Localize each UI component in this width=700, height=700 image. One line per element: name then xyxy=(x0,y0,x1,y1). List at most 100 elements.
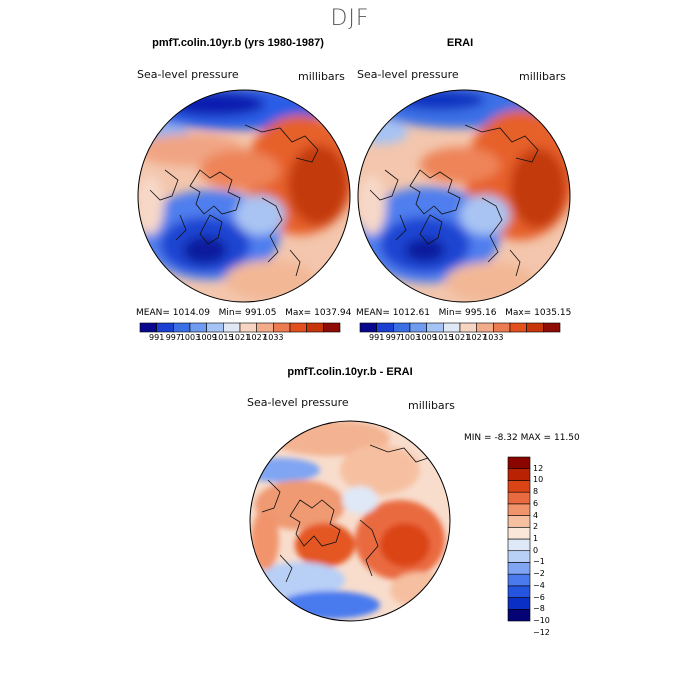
diff-colorbar xyxy=(507,456,531,622)
diff-map-border xyxy=(249,420,451,622)
model-colorbar-swatch xyxy=(156,322,174,333)
model-mean-label: MEAN= xyxy=(136,308,170,318)
diff-colorbar-tick-label: −6 xyxy=(533,592,545,602)
diff-colorbar-tick-label: −8 xyxy=(533,604,545,614)
model-colorbar-swatch xyxy=(289,322,307,333)
obs-max-label: Max= xyxy=(505,308,532,318)
model-colorbar-swatch xyxy=(223,322,241,333)
diff-colorbar-tick-label: 2 xyxy=(533,522,539,532)
model-variable-label: Sea-level pressure xyxy=(137,68,239,81)
model-min-value: 991.05 xyxy=(244,308,277,318)
diff-colorbar-tick-label: 6 xyxy=(533,498,539,508)
diff-colorbar-tick-label: −1 xyxy=(533,557,545,567)
model-mean-value: 1014.09 xyxy=(172,308,210,318)
diff-colorbar-tick-label: 8 xyxy=(533,487,539,497)
obs-map-border xyxy=(357,89,571,303)
model-panel-title: pmfT.colin.10yr.b (yrs 1980-1987) xyxy=(152,37,324,49)
model-units-label: millibars xyxy=(298,70,345,83)
diff-stats: MIN = -8.32 MAX = 11.50 xyxy=(464,433,580,443)
diff-colorbar-tick-label: 12 xyxy=(533,463,544,473)
obs-colorbar-tick-label: 991 xyxy=(369,333,385,342)
diff-colorbar-tick-label: −10 xyxy=(533,616,550,625)
diff-colorbar-tick-label: 4 xyxy=(533,510,539,520)
obs-colorbar-swatch xyxy=(476,322,494,333)
model-colorbar-tick-label: 1021 xyxy=(229,333,251,342)
model-colorbar-swatch xyxy=(206,322,224,333)
obs-colorbar-tick-label: 1021 xyxy=(449,333,471,342)
diff-colorbar-swatch xyxy=(507,608,531,622)
model-colorbar-tick-label: 1033 xyxy=(263,333,284,342)
obs-colorbar-swatch xyxy=(543,322,561,333)
obs-colorbar-swatch xyxy=(426,322,444,333)
model-colorbar-tick-label: 997 xyxy=(165,333,181,342)
diff-min-value: -8.32 xyxy=(494,433,518,443)
obs-colorbar-swatch xyxy=(359,322,377,333)
model-min-label: Min= xyxy=(218,308,243,318)
obs-mean-value: 1012.61 xyxy=(392,308,430,318)
obs-map xyxy=(358,90,570,302)
diff-colorbar-swatch xyxy=(507,515,531,528)
obs-colorbar-tick-label: 1015 xyxy=(433,333,454,342)
obs-colorbar-swatch xyxy=(526,322,544,333)
diff-colorbar-swatch xyxy=(507,480,531,493)
diff-colorbar-swatch xyxy=(507,491,531,505)
model-colorbar-tick-label: 991 xyxy=(149,333,165,342)
obs-colorbar-tick-label: 997 xyxy=(385,333,401,342)
diff-colorbar-tick-label: −12 xyxy=(533,627,550,637)
model-colorbar-tick-label: 1015 xyxy=(213,333,234,342)
obs-colorbar-tick-label: 1033 xyxy=(483,333,504,342)
obs-colorbar-swatch xyxy=(409,322,427,333)
model-max-label: Max= xyxy=(285,308,312,318)
diff-colorbar-swatch xyxy=(507,585,531,598)
diff-colorbar-swatch xyxy=(507,503,531,516)
model-colorbar-tick-label: 1003 xyxy=(179,333,201,342)
diff-units-label: millibars xyxy=(408,399,455,412)
obs-min-value: 995.16 xyxy=(464,308,497,318)
model-map-border xyxy=(137,89,351,303)
model-colorbar-swatch xyxy=(189,322,207,333)
model-stats: MEAN= 1014.09 Min= 991.05 Max= 1037.94 xyxy=(136,308,351,318)
diff-min-label: MIN = xyxy=(464,433,492,443)
obs-colorbar-swatch xyxy=(493,322,511,333)
model-max-value: 1037.94 xyxy=(314,308,352,318)
diff-colorbar-swatch xyxy=(507,468,531,481)
model-colorbar-swatch xyxy=(306,322,324,333)
diff-colorbar-swatch xyxy=(507,573,531,587)
obs-colorbar-tick-label: 1027 xyxy=(466,333,487,342)
obs-colorbar-swatch xyxy=(443,322,461,333)
model-colorbar-tick-label: 1027 xyxy=(246,333,267,342)
diff-colorbar-swatch xyxy=(507,456,531,470)
diff-map xyxy=(250,421,450,621)
model-colorbar-swatch xyxy=(323,322,341,333)
obs-colorbar-tick-label: 1003 xyxy=(399,333,421,342)
model-colorbar-swatch xyxy=(256,322,274,333)
obs-units-label: millibars xyxy=(519,70,566,83)
obs-colorbar xyxy=(359,322,561,333)
diff-colorbar-tick-label: 0 xyxy=(533,545,539,555)
diff-colorbar-tick-label: −4 xyxy=(533,580,545,590)
model-colorbar-tick-label: 1009 xyxy=(196,333,217,342)
obs-variable-label: Sea-level pressure xyxy=(357,68,459,81)
diff-colorbar-swatch xyxy=(507,550,531,563)
obs-colorbar-swatch xyxy=(393,322,411,333)
diff-colorbar-tick-label: 10 xyxy=(533,475,544,485)
diff-colorbar-swatch xyxy=(507,597,531,610)
model-colorbar-swatch xyxy=(173,322,191,333)
diff-max-label: MAX = xyxy=(520,433,552,443)
diff-colorbar-tick-label: 1 xyxy=(533,534,539,543)
obs-mean-label: MEAN= xyxy=(356,308,390,318)
obs-colorbar-swatch xyxy=(509,322,527,333)
diff-colorbar-tick-label: −2 xyxy=(533,569,545,579)
model-colorbar xyxy=(139,322,341,333)
obs-colorbar-tick-label: 1009 xyxy=(416,333,437,342)
diff-variable-label: Sea-level pressure xyxy=(247,396,349,409)
diff-colorbar-swatch xyxy=(507,562,531,575)
obs-colorbar-swatch xyxy=(459,322,477,333)
obs-panel-title: ERAI xyxy=(446,37,474,49)
model-colorbar-swatch xyxy=(139,322,157,333)
model-colorbar-swatch xyxy=(273,322,291,333)
diff-colorbar-swatch xyxy=(507,526,531,540)
model-colorbar-swatch xyxy=(239,322,257,333)
model-map xyxy=(138,90,350,302)
